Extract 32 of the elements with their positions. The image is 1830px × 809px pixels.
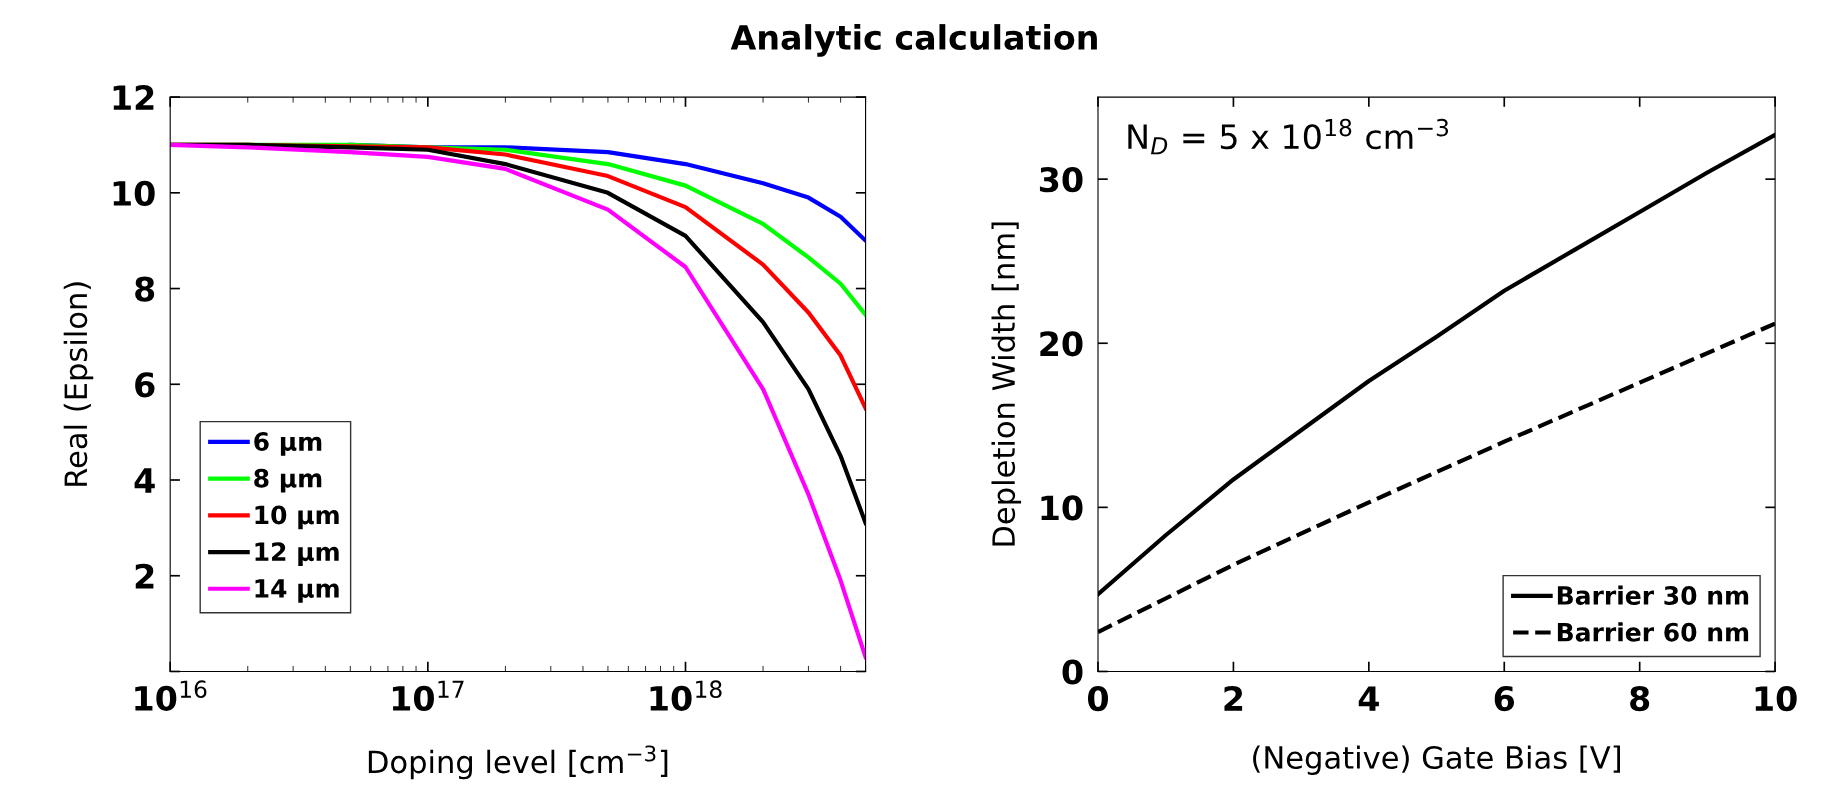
x-tick-label: 10$^{18}$ xyxy=(650,680,722,711)
legend-label: 8 μm xyxy=(254,468,322,493)
y-tick-label: 0 xyxy=(1062,659,1083,685)
y-tick-label: 8 xyxy=(135,276,155,302)
x-tick-label: 0 xyxy=(1088,685,1108,712)
legend-label: 6 μm xyxy=(254,432,322,456)
chart-title: Analytic calculation xyxy=(730,24,1097,57)
y-axis-title: Depletion Width [nm] xyxy=(991,222,1022,546)
x-tick-label: 2 xyxy=(1224,685,1243,711)
y-axis-title: Real (Epsilon) xyxy=(63,282,94,486)
legend-label: Barrier 60 nm xyxy=(1557,622,1749,642)
y-tick-label: 20 xyxy=(1040,331,1083,357)
x-axis-title: Doping level [cm$^{−3}$] xyxy=(368,745,668,780)
y-tick-label: 10 xyxy=(113,180,155,206)
y-tick-label: 30 xyxy=(1039,167,1083,193)
y-tick-label: 2 xyxy=(135,563,154,589)
legend-label: 12 μm xyxy=(255,542,339,567)
legend-label: Barrier 30 nm xyxy=(1557,585,1749,605)
x-tick-label: 10$^{17}$ xyxy=(392,680,464,711)
x-tick-label: 10$^{16}$ xyxy=(135,680,207,711)
y-tick-label: 4 xyxy=(134,468,155,493)
x-tick-label: 4 xyxy=(1358,686,1379,711)
x-axis-title: (Negative) Gate Bias [V] xyxy=(1253,745,1620,775)
x-tick-label: 10 xyxy=(1755,685,1797,712)
y-tick-label: 10 xyxy=(1041,495,1083,521)
y-tick-label: 6 xyxy=(135,372,155,398)
annotation: N$_{D}$ = 5 x 10$^{18}$ cm$^{−3}$ xyxy=(1128,118,1449,155)
legend-label: 14 μm xyxy=(255,579,339,603)
x-tick-label: 8 xyxy=(1630,685,1650,712)
y-tick-label: 12 xyxy=(113,85,154,110)
x-tick-label: 6 xyxy=(1494,685,1515,712)
legend-label: 10 μm xyxy=(255,505,339,530)
